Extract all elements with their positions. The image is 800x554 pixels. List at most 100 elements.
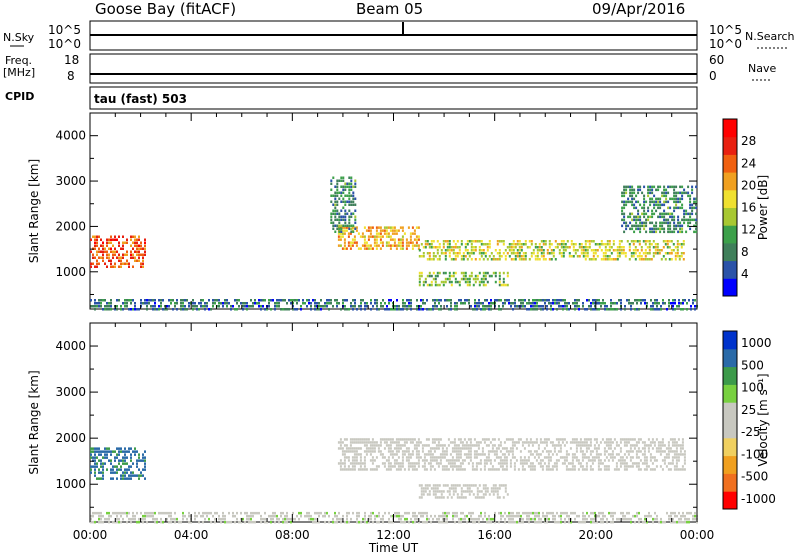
scatter-cell [364,511,366,515]
scatter-cell [629,456,632,459]
scatter-cell [128,511,130,515]
scatter-cell [588,299,590,302]
scatter-cell [625,224,628,228]
scatter-cell [456,484,459,487]
scatter-cell [383,456,386,459]
scatter-cell [393,232,396,235]
scatter-cell [631,450,634,453]
scatter-cell [645,221,648,225]
scatter-cell [359,465,362,468]
scatter-cell [643,209,646,213]
scatter-cell [90,305,92,308]
scatter-cell [529,462,532,465]
scatter-cell [415,441,418,444]
scatter-cell [514,302,516,305]
scatter-cell [635,200,638,204]
scatter-cell [375,468,378,471]
scatter-cell [344,203,347,206]
scatter-cell [580,252,583,255]
scatter-cell [212,299,214,302]
scatter-cell [624,514,626,518]
scatter-cell [116,511,118,515]
scatter-cell [692,299,694,302]
scatter-cell [536,520,538,524]
scatter-cell [584,240,587,243]
scatter-cell [440,249,443,252]
scatter-cell [608,308,610,311]
scatter-cell [156,520,158,524]
scatter-cell [664,243,667,246]
scatter-cell [341,462,344,465]
scatter-cell [675,206,678,210]
scatter-cell [680,246,683,249]
scatter-cell [424,243,427,246]
scatter-cell [610,299,612,302]
scatter-cell [630,520,632,524]
scatter-cell [459,465,462,468]
scatter-cell [507,438,510,441]
scatter-cell [344,200,347,203]
scatter-cell [455,456,458,459]
scatter-cell [421,447,424,450]
scatter-cell [689,221,692,225]
scatter-cell [550,302,552,305]
scatter-cell [672,520,674,524]
scatter-cell [488,308,490,311]
scatter-cell [262,299,264,302]
scatter-cell [355,456,358,459]
scatter-cell [430,240,433,243]
scatter-cell [673,230,676,234]
scatter-cell [680,255,683,258]
scatter-cell [132,514,134,518]
scatter-cell [502,496,505,499]
scatter-cell [685,230,688,234]
scatter-cell [669,462,672,465]
scatter-cell [438,514,440,518]
scatter-cell [589,453,592,456]
scatter-cell [399,241,402,244]
scatter-cell [514,252,517,255]
scatter-cell [490,274,493,278]
scatter-cell [505,450,508,453]
scatter-cell [682,243,685,246]
scatter-cell [376,299,378,302]
scatter-cell [456,252,459,255]
scatter-cell [643,206,646,210]
scatter-cell [444,277,447,281]
scatter-cell [544,520,546,524]
scatter-cell [651,200,654,204]
scatter-cell [640,258,643,261]
scatter-cell [230,308,232,311]
scatter-cell [498,249,501,252]
scatter-cell [411,244,414,247]
scatter-cell [144,299,146,302]
scatter-cell [383,465,386,468]
scatter-cell [355,226,358,229]
scatter-cell [384,511,386,515]
scatter-cell [170,299,172,302]
scatter-cell [373,459,376,462]
colorbar-segment [723,402,737,421]
scatter-cell [361,244,364,247]
scatter-cell [348,197,351,200]
scatter-cell [270,517,272,521]
scatter-cell [687,221,690,225]
scatter-cell [348,194,351,197]
scatter-cell [482,305,484,308]
scatter-cell [600,240,603,243]
scatter-cell [358,305,360,308]
colorbar-tick-label: -500 [741,470,768,484]
scatter-cell [476,487,479,490]
scatter-cell [614,249,617,252]
scatter-cell [452,511,454,515]
scatter-cell [102,308,104,311]
scatter-cell [486,280,489,284]
scatter-cell [234,299,236,302]
scatter-cell [641,441,644,444]
scatter-cell [350,305,352,308]
scatter-cell [610,258,613,261]
scatter-cell [474,517,476,521]
scatter-cell [456,240,459,243]
scatter-cell [673,218,676,222]
scatter-cell [596,255,599,258]
